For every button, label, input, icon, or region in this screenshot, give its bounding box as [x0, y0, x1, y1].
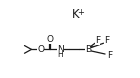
Text: −: − — [88, 42, 94, 51]
Text: O: O — [37, 45, 44, 54]
Text: B: B — [85, 45, 91, 54]
Text: O: O — [46, 34, 53, 44]
Text: F: F — [95, 36, 100, 45]
Text: F: F — [104, 36, 109, 45]
Text: H: H — [57, 50, 63, 58]
Text: F: F — [107, 51, 112, 60]
Text: N: N — [57, 45, 64, 54]
Text: +: + — [77, 8, 84, 17]
Text: K: K — [72, 8, 79, 21]
